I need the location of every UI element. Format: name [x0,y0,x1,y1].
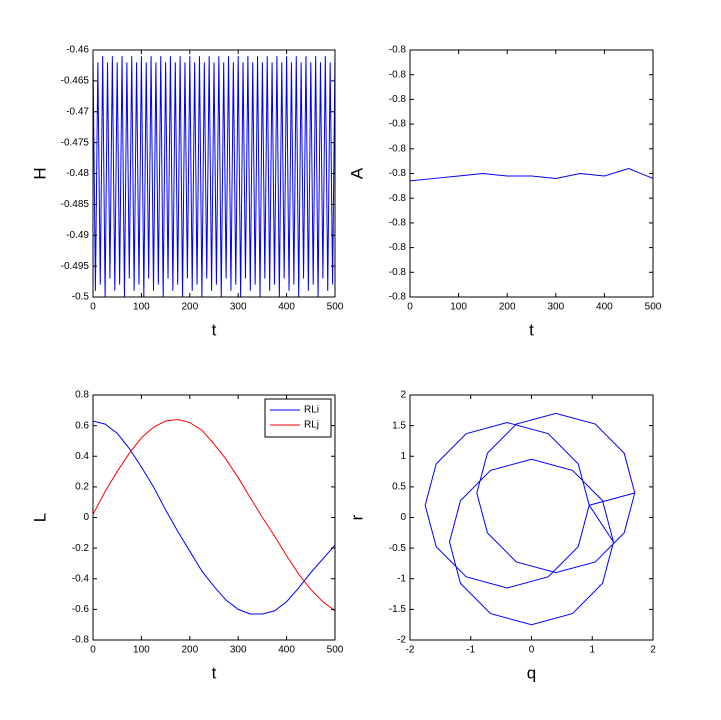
data-layer [93,56,335,297]
x-axis-label: t [212,320,217,339]
data-line [93,418,335,612]
y-tick-label: -0.8 [389,218,407,229]
x-tick-label: -2 [406,645,415,656]
legend: RLi RLj [264,398,332,438]
y-tick-label: -0.8 [389,143,407,154]
x-axis-label: q [527,663,536,682]
data-layer [424,412,636,626]
y-tick-label: 1.5 [392,420,406,431]
data-line [410,168,653,182]
axes: 0 100 200 300 400 500 -0.8 -0.8 -0.8 -0.8 -0.8 -0.8… [347,45,661,340]
x-tick-label: 100 [133,645,150,656]
x-tick-label: 1 [589,645,595,656]
y-tick-label: -0.47 [66,106,89,117]
y-tick-label: -1 [397,573,406,584]
y-tick-label: -0.465 [61,76,90,87]
y-tick-label: 0.5 [392,482,406,493]
y-tick-label: -0.2 [72,543,90,554]
x-tick-label: 300 [547,302,564,313]
y-tick-label: -0.5 [389,543,407,554]
y-tick-label: -0.8 [389,267,407,278]
y-tick-label: 0.2 [75,482,89,493]
y-axis-label: r [347,514,366,520]
x-tick-label: 0 [90,302,96,313]
axes: -2 -1 0 1 2 -2 -1.5 -1 -0.5 0 0.5 1 1.5 2 q r [347,390,656,683]
x-tick-label: 400 [278,302,295,313]
y-axis-label: H [30,167,49,179]
legend-box [264,398,332,438]
data-layer [410,168,653,182]
y-tick-label: -0.8 [389,242,407,253]
y-tick-label: -0.46 [66,45,89,56]
x-axis-label: t [212,663,217,682]
x-tick-label: 100 [450,302,467,313]
y-tick-label: -0.8 [389,69,407,80]
y-tick-label: -0.8 [389,193,407,204]
y-tick-label: -0.8 [389,292,407,303]
y-axis-label: L [30,513,49,522]
x-tick-label: 200 [499,302,516,313]
y-tick-label: -0.4 [72,573,90,584]
x-tick-label: 300 [230,302,247,313]
axes: 0 100 200 300 400 500 -0.8 -0.6 -0.4 -0.2 0 0.2 0.4 0… [30,390,343,683]
x-tick-label: 500 [645,302,662,313]
y-tick-label: 0 [400,512,406,523]
y-tick-label: 0.8 [75,390,89,401]
plot-area [410,395,653,640]
x-tick-label: -1 [466,645,475,656]
x-tick-label: 500 [327,302,344,313]
x-tick-label: 200 [181,645,198,656]
plot-area [410,50,653,297]
y-tick-label: -0.8 [389,94,407,105]
y-tick-label: 0 [83,512,89,523]
y-tick-label: -0.8 [72,635,90,646]
y-tick-label: -0.5 [72,292,90,303]
data-layer [93,418,335,615]
y-axis-label: A [347,167,366,179]
y-tick-label: -0.48 [66,168,89,179]
x-tick-label: 400 [596,302,613,313]
x-tick-label: 0 [90,645,96,656]
x-tick-label: 500 [327,645,344,656]
legend-label: RLi [304,405,319,416]
y-tick-label: -0.8 [389,168,407,179]
x-tick-label: 300 [230,645,247,656]
data-line [93,56,335,297]
y-tick-label: -0.8 [389,45,407,56]
y-tick-label: -2 [397,635,406,646]
y-tick-label: 2 [400,390,406,401]
y-tick-label: -1.5 [389,604,407,615]
y-tick-label: -0.485 [61,199,90,210]
axes: 0 100 200 300 400 500 -0.5 -0.495 -0.49 -0.485 -0.… [30,45,343,340]
y-tick-label: -0.8 [389,119,407,130]
y-tick-label: 1 [400,451,406,462]
y-tick-label: -0.6 [72,604,90,615]
y-tick-label: 0.6 [75,420,89,431]
x-axis-label: t [529,320,534,339]
y-tick-label: 0.4 [75,451,89,462]
y-tick-label: -0.475 [61,137,90,148]
x-tick-label: 100 [133,302,150,313]
x-tick-label: 200 [181,302,198,313]
y-tick-label: -0.495 [61,261,90,272]
y-tick-label: -0.49 [66,230,89,241]
data-line [93,420,335,615]
x-tick-label: 400 [278,645,295,656]
data-line [424,412,636,626]
x-tick-label: 0 [529,645,535,656]
x-tick-label: 0 [407,302,413,313]
x-tick-label: 2 [650,645,656,656]
legend-label: RLj [304,420,319,431]
